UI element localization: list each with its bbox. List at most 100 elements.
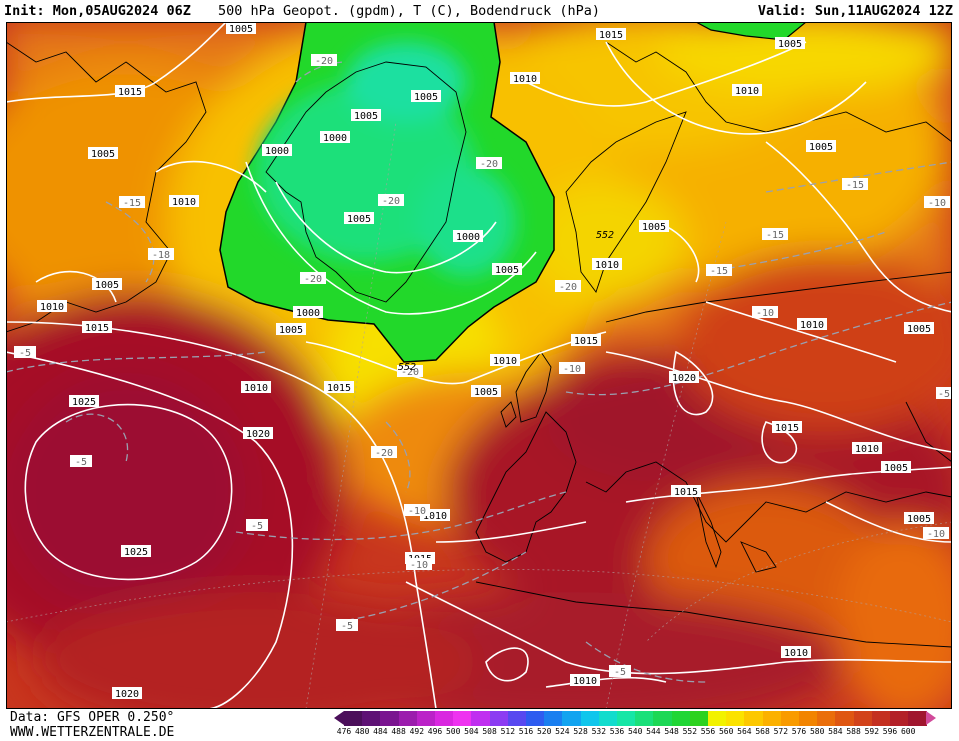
weather-map: 1005 1015 1005 1010 1015 1010 1005 1010 … <box>6 22 952 709</box>
legend-tick-label: 492 <box>409 727 425 736</box>
isobar-label: 1005 <box>775 37 805 50</box>
temp-label: -20 <box>311 54 337 67</box>
svg-text:-20: -20 <box>559 282 577 293</box>
temp-label: -15 <box>706 264 732 277</box>
svg-text:-15: -15 <box>710 266 728 277</box>
legend-tick-label: 500 <box>445 727 461 736</box>
svg-text:-5: -5 <box>341 621 353 632</box>
svg-text:1015: 1015 <box>574 336 598 347</box>
legend-tick-label: 564 <box>737 727 752 736</box>
legend-swatch <box>853 711 873 726</box>
svg-text:-15: -15 <box>766 230 784 241</box>
legend-tick-label: 488 <box>391 727 406 736</box>
svg-text:-10: -10 <box>756 308 774 319</box>
isobar-label: 1000 <box>320 131 350 144</box>
legend-tick-label: 516 <box>518 727 534 736</box>
isobar-label: 1015 <box>571 334 601 347</box>
isobar-label: 1010 <box>241 381 271 394</box>
temp-label: -5 <box>246 519 268 532</box>
svg-text:1020: 1020 <box>115 689 139 700</box>
temp-label: -5 <box>609 665 631 678</box>
svg-text:-10: -10 <box>927 529 945 540</box>
legend-tick-label: 568 <box>755 727 770 736</box>
svg-text:-20: -20 <box>375 448 393 459</box>
isobar-label: 1005 <box>88 147 118 160</box>
legend-tick-label: 596 <box>882 727 898 736</box>
legend-swatch <box>380 711 400 726</box>
legend-tick-label: 512 <box>500 727 516 736</box>
legend-tick-label: 548 <box>664 727 679 736</box>
legend-tick-label: 504 <box>464 727 479 736</box>
legend-tick-label: 536 <box>609 727 625 736</box>
isobar-label: 1005 <box>92 278 122 291</box>
isobar-label: 1015 <box>596 28 626 41</box>
legend-swatch <box>617 711 636 726</box>
isobar-label: 1025 <box>69 395 99 408</box>
svg-text:1010: 1010 <box>40 302 64 313</box>
svg-text:-5: -5 <box>614 667 626 678</box>
legend-tick-label: 592 <box>864 727 880 736</box>
svg-text:1015: 1015 <box>327 383 351 394</box>
svg-text:-20: -20 <box>304 274 322 285</box>
svg-text:1020: 1020 <box>672 373 696 384</box>
isobar-label: 1000 <box>293 306 323 319</box>
svg-text:1005: 1005 <box>229 24 253 35</box>
legend-swatch <box>435 711 454 726</box>
isobar-labels: 1005 1015 1005 1010 1015 1010 1005 1010 … <box>37 22 934 700</box>
header-bar: Init: Mon,05AUG2024 06Z 500 hPa Geopot. … <box>0 0 959 22</box>
svg-text:1010: 1010 <box>735 86 759 97</box>
svg-text:-20: -20 <box>382 196 400 207</box>
chart-title: 500 hPa Geopot. (gpdm), T (C), Bodendruc… <box>218 3 601 19</box>
legend-tick-label: 576 <box>791 727 807 736</box>
temp-label: -20 <box>397 365 423 378</box>
legend-tick-label: 520 <box>536 727 552 736</box>
svg-text:1005: 1005 <box>809 142 833 153</box>
svg-text:-10: -10 <box>563 364 581 375</box>
legend-swatch <box>398 711 418 726</box>
svg-text:1005: 1005 <box>495 265 519 276</box>
valid-time: Valid: Sun,11AUG2024 12Z <box>757 3 953 19</box>
svg-text:-5: -5 <box>938 389 950 400</box>
isobar-label: 1020 <box>669 371 699 384</box>
svg-text:1010: 1010 <box>172 197 196 208</box>
isobar-label: 1005 <box>904 322 934 335</box>
legend-arrow-left <box>334 711 344 725</box>
legend-swatch <box>908 711 927 726</box>
legend-tick-label: 572 <box>773 727 789 736</box>
legend-swatch <box>507 711 527 726</box>
legend-swatch <box>799 711 818 726</box>
svg-text:1015: 1015 <box>118 87 142 98</box>
legend-tick-label: 540 <box>627 727 643 736</box>
svg-text:-10: -10 <box>410 560 428 571</box>
legend-swatch <box>871 711 891 726</box>
temp-label: -20 <box>555 280 581 293</box>
svg-text:1000: 1000 <box>265 146 289 157</box>
legend-swatch <box>744 711 764 726</box>
isobar-label: 1005 <box>226 22 256 35</box>
isobar-label: 1005 <box>806 140 836 153</box>
legend-arrow-right <box>926 711 937 725</box>
temp-label: -20 <box>371 446 397 459</box>
temp-label: -10 <box>559 362 585 375</box>
isobar-label: 1010 <box>169 195 199 208</box>
isobar-label: 1010 <box>490 354 520 367</box>
legend-swatch <box>708 711 727 726</box>
site-url[interactable]: WWW.WETTERZENTRALE.DE <box>10 725 175 740</box>
svg-text:1010: 1010 <box>573 676 597 687</box>
legend-tick-label: 476 <box>336 727 352 736</box>
svg-text:1010: 1010 <box>493 356 517 367</box>
svg-text:1005: 1005 <box>884 463 908 474</box>
svg-text:1005: 1005 <box>354 111 378 122</box>
svg-text:1010: 1010 <box>855 444 879 455</box>
legend-tick-label: 524 <box>555 727 570 736</box>
legend-tick-label: 532 <box>591 727 607 736</box>
svg-text:-5: -5 <box>19 348 31 359</box>
legend-swatch <box>726 711 745 726</box>
legend-swatch <box>635 711 654 726</box>
svg-text:1010: 1010 <box>784 648 808 659</box>
temp-label: -5 <box>70 455 92 468</box>
svg-text:1005: 1005 <box>907 324 931 335</box>
data-source: Data: GFS OPER 0.250° <box>10 710 175 725</box>
init-time: Init: Mon,05AUG2024 06Z <box>4 3 191 19</box>
svg-text:1005: 1005 <box>642 222 666 233</box>
